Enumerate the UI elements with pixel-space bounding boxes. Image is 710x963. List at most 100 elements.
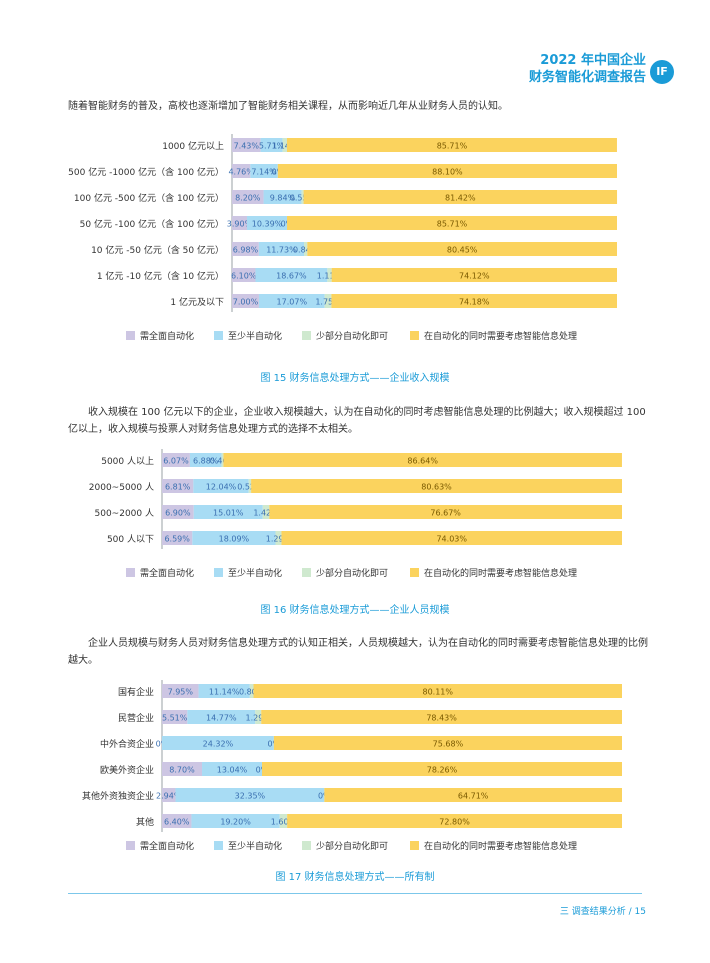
legend-swatch — [302, 331, 311, 340]
category-label: 10 亿元 -50 亿元（含 50 亿元） — [91, 244, 224, 256]
chart-ownership: 国有企业 7.95% 11.14% 0.80% 80.11% 民营企业 5.51% 14.77… — [82, 680, 622, 852]
paragraph-staff: 企业人员规模与财务人员对财务信息处理方式的认知正相关，人员规模越大，认为在自动化… — [68, 638, 648, 666]
data-label: 80.11% — [422, 688, 453, 697]
bar-segment — [255, 710, 262, 724]
data-label: 7.14% — [251, 168, 277, 177]
legend-swatch — [214, 841, 223, 850]
bar-segment — [191, 814, 280, 828]
bar-segment — [162, 762, 203, 776]
bar-segment — [162, 453, 190, 467]
data-label: 24.32% — [203, 740, 234, 749]
bar-segment — [307, 242, 617, 256]
bar-segment — [250, 164, 278, 178]
bar-segment — [275, 531, 282, 545]
legend-swatch — [126, 841, 135, 850]
legend-swatch — [410, 331, 419, 340]
data-label: 6.88% — [193, 457, 219, 466]
figure-15-caption: 图 15 财务信息处理方式——企业收入规模 — [260, 373, 450, 384]
data-label: 6.40% — [164, 818, 190, 827]
category-label: 5000 人以上 — [101, 456, 154, 467]
legend-label: 至少半自动化 — [228, 567, 282, 579]
data-label: 3.90% — [227, 220, 253, 229]
data-label: 80.63% — [421, 483, 452, 492]
bar-segment — [261, 710, 622, 724]
bar-segment — [287, 814, 622, 828]
data-label: 76.67% — [430, 509, 461, 518]
bar-segment — [232, 216, 248, 230]
bar-segment — [198, 684, 250, 698]
data-label: 15.01% — [213, 509, 244, 518]
legend-swatch — [214, 568, 223, 577]
bar-segment — [193, 479, 249, 493]
data-label: 4.76% — [228, 168, 254, 177]
category-label: 50 亿元 -100 亿元（含 100 亿元） — [80, 218, 224, 230]
bar-segment — [221, 453, 224, 467]
data-label: 1.14% — [272, 142, 298, 151]
category-label: 500 亿元 -1000 亿元（含 100 亿元） — [68, 166, 224, 178]
bar-segment — [232, 164, 251, 178]
legend-label: 需全面自动化 — [140, 330, 194, 342]
footer-divider — [68, 893, 642, 894]
bar-segment — [202, 762, 263, 776]
data-label: 14.77% — [206, 714, 237, 723]
category-label: 1 亿元及以下 — [170, 296, 224, 308]
data-label: 18.67% — [276, 272, 307, 281]
category-label: 民营企业 — [118, 712, 154, 724]
bar-segment — [232, 268, 256, 282]
data-label: 19.20% — [220, 818, 251, 827]
data-label: 9.84% — [270, 194, 296, 203]
legend-swatch — [214, 331, 223, 340]
bar-segment — [303, 190, 618, 204]
bar-segment — [277, 164, 617, 178]
data-label: 1.42% — [253, 509, 279, 518]
legend-swatch — [302, 841, 311, 850]
data-label: 7.95% — [168, 688, 194, 697]
data-label: 11.14% — [209, 688, 240, 697]
data-label: 74.03% — [436, 535, 467, 544]
data-label: 1.60% — [271, 818, 297, 827]
category-label: 2000~5000 人 — [89, 482, 154, 493]
header-line1: 2022 年中国企业 — [540, 53, 646, 68]
data-label: 2.94% — [156, 792, 182, 801]
legend-label: 在自动化的同时需要考虑智能信息处理 — [424, 330, 577, 342]
bar-segment — [189, 453, 222, 467]
data-label: 85.71% — [437, 220, 468, 229]
data-label: 6.10% — [231, 272, 257, 281]
if-logo-icon: IF — [650, 60, 674, 84]
page-footer: 三 调查结果分析 / 15 — [559, 907, 646, 917]
data-label: 1.29% — [246, 714, 272, 723]
data-label: 78.26% — [427, 766, 458, 775]
bar-segment — [247, 216, 288, 230]
bar-segment — [279, 814, 288, 828]
figure-16-caption: 图 16 财务信息处理方式——企业人员规模 — [260, 605, 450, 616]
bar-segment — [162, 479, 194, 493]
data-label: 88.10% — [432, 168, 463, 177]
bar-segment — [273, 736, 622, 750]
data-label: 6.59% — [164, 535, 190, 544]
category-label: 欧美外资企业 — [100, 764, 154, 776]
data-label: 78.43% — [426, 714, 457, 723]
bar-segment — [162, 814, 192, 828]
bar-segment — [262, 762, 622, 776]
data-label: 6.90% — [165, 509, 191, 518]
bar-segment — [192, 531, 276, 545]
bar-segment — [232, 138, 261, 152]
bar-segment — [324, 788, 622, 802]
bar-segment — [260, 138, 283, 152]
data-label: 5.71% — [259, 142, 285, 151]
data-label: 75.68% — [433, 740, 464, 749]
legend-label: 少部分自动化即可 — [316, 840, 388, 852]
data-label: 6.07% — [163, 457, 189, 466]
data-label: 0.84% — [293, 246, 319, 255]
data-label: 13.04% — [217, 766, 248, 775]
bar-segment — [162, 505, 194, 519]
category-label: 500~2000 人 — [95, 508, 155, 519]
bar-segment — [249, 684, 254, 698]
data-label: 0.52% — [237, 483, 263, 492]
category-label: 其他 — [136, 816, 154, 828]
data-label: 6.81% — [165, 483, 191, 492]
legend-label: 至少半自动化 — [228, 330, 282, 342]
data-label: 8.70% — [169, 766, 195, 775]
data-label: 32.35% — [235, 792, 266, 801]
bar-segment — [175, 788, 325, 802]
